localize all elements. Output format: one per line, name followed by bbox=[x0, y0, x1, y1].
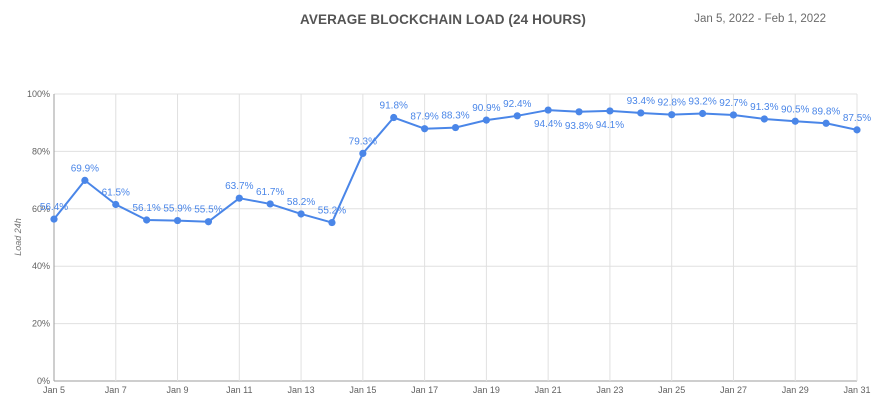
data-label: 79.3% bbox=[349, 136, 377, 147]
x-tick-label: Jan 11 bbox=[226, 385, 252, 395]
data-point[interactable] bbox=[204, 218, 213, 226]
x-axis-ticks: Jan 5 Jan 7 Jan 9 Jan 11 Jan 13 Jan 15 Jan 17 J… bbox=[43, 385, 871, 395]
date-range-label[interactable]: Jan 5, 2022 - Feb 1, 2022 bbox=[694, 13, 826, 25]
data-label: 88.3% bbox=[441, 111, 469, 122]
data-label: 56.4% bbox=[40, 202, 68, 213]
data-point[interactable] bbox=[328, 218, 336, 227]
data-label: 92.4% bbox=[503, 99, 531, 110]
data-point[interactable] bbox=[112, 200, 120, 209]
data-label: 63.7% bbox=[225, 181, 253, 192]
data-label: 92.8% bbox=[658, 98, 686, 109]
data-label: 56.1% bbox=[132, 203, 160, 214]
data-point[interactable] bbox=[390, 113, 398, 122]
y-tick-label: 20% bbox=[32, 319, 50, 329]
data-point[interactable] bbox=[544, 106, 552, 114]
data-point[interactable] bbox=[575, 108, 583, 116]
data-point[interactable] bbox=[81, 176, 89, 184]
data-label: 55.2% bbox=[318, 206, 346, 217]
data-label: 61.7% bbox=[256, 187, 284, 198]
data-point[interactable] bbox=[513, 112, 521, 120]
data-label: 92.7% bbox=[719, 98, 747, 109]
x-tick-label: Jan 21 bbox=[535, 385, 562, 395]
data-label: 89.8% bbox=[812, 106, 840, 117]
x-tick-label: Jan 19 bbox=[473, 385, 500, 395]
x-tick-label: Jan 5 bbox=[43, 385, 65, 395]
y-axis-label: Load 24h bbox=[13, 218, 23, 256]
data-point[interactable] bbox=[822, 119, 830, 127]
data-label: 93.4% bbox=[627, 96, 655, 107]
x-tick-label: Jan 9 bbox=[167, 385, 189, 395]
data-label: 91.3% bbox=[750, 102, 778, 113]
chart-title: AVERAGE BLOCKCHAIN LOAD (24 HOURS) bbox=[300, 12, 586, 27]
data-label: 55.5% bbox=[194, 205, 222, 216]
series-load-24h bbox=[50, 106, 861, 227]
data-label: 94.4% bbox=[534, 119, 562, 130]
data-label: 58.2% bbox=[287, 197, 315, 208]
y-tick-label: 80% bbox=[32, 146, 50, 156]
data-point[interactable] bbox=[359, 149, 367, 158]
x-tick-label: Jan 13 bbox=[288, 385, 315, 395]
data-point[interactable] bbox=[50, 215, 58, 223]
y-tick-label: 60% bbox=[32, 204, 50, 214]
data-label: 55.9% bbox=[163, 204, 191, 215]
y-tick-label: 0% bbox=[37, 376, 50, 386]
x-tick-label: Jan 15 bbox=[349, 385, 376, 395]
y-tick-label: 40% bbox=[32, 261, 50, 271]
data-label: 91.8% bbox=[380, 101, 408, 112]
data-point[interactable] bbox=[297, 210, 305, 218]
data-labels: 56.4% 69.9% 61.5%56.1% 55.9% 55.5% 63.7%61.7%… bbox=[40, 96, 871, 217]
data-label: 90.9% bbox=[472, 103, 500, 114]
x-tick-label: Jan 7 bbox=[105, 385, 127, 395]
data-point[interactable] bbox=[606, 107, 614, 115]
x-tick-label: Jan 31 bbox=[843, 385, 870, 395]
x-tick-label: Jan 17 bbox=[411, 385, 438, 395]
data-point[interactable] bbox=[698, 109, 707, 118]
data-point[interactable] bbox=[791, 117, 799, 125]
data-label: 90.5% bbox=[781, 104, 809, 115]
data-label: 61.5% bbox=[102, 187, 130, 198]
data-point[interactable] bbox=[421, 125, 429, 133]
data-label: 87.9% bbox=[410, 112, 438, 123]
data-label: 93.8% bbox=[565, 121, 593, 132]
data-point[interactable] bbox=[451, 123, 460, 132]
data-point[interactable] bbox=[729, 111, 738, 119]
x-tick-label: Jan 23 bbox=[596, 385, 623, 395]
data-label: 94.1% bbox=[596, 120, 624, 131]
x-tick-label: Jan 27 bbox=[720, 385, 747, 395]
data-label: 87.5% bbox=[843, 113, 871, 124]
data-point[interactable] bbox=[760, 115, 768, 123]
data-point[interactable] bbox=[266, 200, 274, 208]
data-point[interactable] bbox=[482, 116, 490, 124]
x-tick-label: Jan 29 bbox=[782, 385, 809, 395]
data-point[interactable] bbox=[143, 216, 151, 224]
data-label: 69.9% bbox=[71, 163, 99, 174]
y-axis-ticks: 0% 20% 40% 60% 80% 100% bbox=[27, 89, 50, 386]
data-point[interactable] bbox=[853, 126, 861, 134]
data-point[interactable] bbox=[668, 111, 676, 119]
data-point[interactable] bbox=[637, 109, 645, 117]
chart-grid bbox=[53, 93, 858, 382]
data-point[interactable] bbox=[173, 216, 182, 225]
data-point[interactable] bbox=[235, 194, 243, 202]
y-tick-label: 100% bbox=[27, 89, 50, 99]
data-label: 93.2% bbox=[688, 97, 716, 108]
x-tick-label: Jan 25 bbox=[658, 385, 685, 395]
